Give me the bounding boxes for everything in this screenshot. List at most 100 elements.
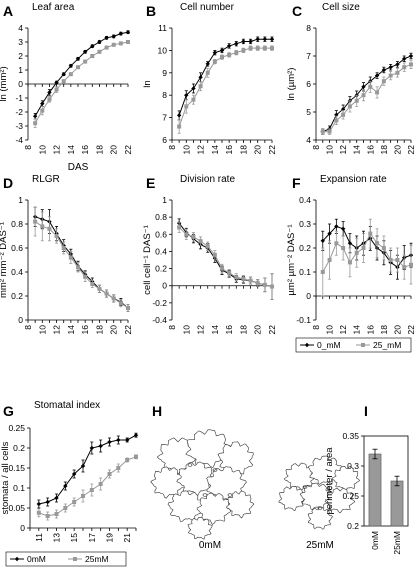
data-point — [76, 65, 80, 70]
data-point — [327, 258, 332, 262]
panel-e: E Division rate-0.4-0.200.20.40.60.818 10 1… — [142, 174, 277, 334]
legend-marker — [304, 342, 310, 348]
series-25mM — [36, 454, 138, 521]
data-point — [354, 98, 359, 103]
data-point — [219, 48, 225, 53]
x-tick-label: 16 — [80, 325, 90, 335]
data-point — [54, 87, 59, 92]
x-tick-label: 14 — [352, 145, 362, 155]
x-tick-label: 12 — [52, 325, 62, 335]
data-point — [234, 41, 239, 46]
panel-letter: C — [292, 3, 302, 19]
x-tick-label: 16 — [80, 145, 90, 155]
data-point — [374, 73, 380, 78]
data-point — [76, 265, 80, 270]
data-point — [83, 59, 88, 64]
y-tick-label: 0.2 — [347, 521, 359, 531]
y-tick-label: 0 — [18, 79, 23, 89]
data-point — [68, 72, 73, 77]
data-point — [320, 270, 325, 274]
series-25_mM — [33, 206, 130, 313]
x-tick-label: 18 — [238, 325, 248, 335]
y-axis-label: ln — [142, 80, 153, 87]
y-axis-label: cell cell⁻¹ DAS⁻¹ — [142, 225, 153, 295]
data-point — [334, 224, 339, 229]
data-point — [90, 282, 95, 286]
data-point — [347, 241, 353, 246]
data-point — [340, 226, 346, 231]
data-point — [97, 39, 102, 45]
legend-label: 0mM — [27, 554, 46, 564]
data-point — [36, 510, 41, 515]
panel-title: Stomatal index — [34, 400, 100, 411]
data-point — [177, 225, 182, 230]
data-point — [124, 437, 130, 443]
series-25_mM — [177, 45, 274, 134]
panel-title: Cell number — [180, 2, 235, 13]
y-tick-label: 11 — [158, 23, 167, 33]
y-tick-label: 0.6 — [155, 229, 167, 239]
legend-marker — [14, 556, 20, 562]
data-point — [83, 274, 88, 279]
stomata-mark — [317, 506, 323, 510]
cell-outline-25mM — [332, 466, 361, 492]
panel-letter: E — [146, 175, 155, 191]
y-tick-label: 0 — [162, 281, 167, 291]
x-tick-label: 12 — [196, 325, 206, 335]
data-point — [402, 56, 407, 61]
bar-25mM — [390, 480, 404, 527]
data-point — [205, 61, 210, 67]
stomata-mark — [227, 493, 233, 497]
data-point — [381, 79, 386, 84]
panel-title: Division rate — [180, 174, 235, 185]
data-point — [116, 466, 121, 470]
data-point — [104, 45, 109, 50]
x-tick-label: 22 — [406, 145, 415, 155]
data-point — [402, 265, 407, 270]
y-tick-label: 0.25 — [8, 423, 25, 433]
legend-box — [5, 551, 127, 567]
series-0mM — [36, 432, 139, 509]
y-axis-label: µm² µm⁻² DAS⁻¹ — [286, 224, 297, 295]
data-point — [54, 512, 59, 516]
y-tick-label: -4 — [15, 135, 23, 145]
data-point — [118, 301, 123, 306]
data-point — [191, 234, 196, 239]
data-point — [71, 471, 77, 477]
y-tick-label: 0.6 — [11, 243, 23, 253]
y-tick-label: 6 — [162, 135, 167, 145]
data-point — [341, 246, 346, 250]
series-0_mM — [320, 218, 414, 280]
y-tick-label: 0 — [306, 291, 311, 301]
data-point — [402, 65, 407, 70]
legend-label: 25_mM — [373, 340, 401, 350]
y-tick-label: 0.1 — [299, 267, 311, 277]
data-point — [54, 80, 59, 85]
data-point — [320, 238, 325, 243]
series-25_mM — [320, 218, 413, 297]
data-point — [125, 458, 130, 462]
data-point — [334, 241, 339, 246]
x-tick-label: 14 — [66, 145, 76, 155]
data-point — [395, 62, 400, 67]
data-point — [72, 500, 77, 504]
stomata-mark — [187, 463, 193, 467]
x-tick-label: 20 — [109, 145, 119, 155]
cell-outline-25mM — [299, 482, 332, 510]
x-tick-label: 14 — [66, 325, 76, 335]
panel-b: B Cell number 6 7 8 9 10 11 8 10 12 14 16 18 20 22 ln — [142, 2, 277, 154]
data-point — [45, 514, 50, 518]
data-point — [118, 41, 123, 46]
y-tick-label: 0.05 — [8, 503, 25, 513]
x-tick-label: 11 — [34, 533, 44, 542]
data-point — [241, 48, 246, 53]
x-tick-label: 22 — [267, 325, 277, 335]
data-point — [40, 108, 45, 113]
data-point — [111, 296, 116, 301]
data-point — [89, 445, 95, 451]
data-point — [90, 44, 95, 49]
x-tick-label: 14 — [210, 145, 220, 155]
x-tick-label: 8 — [167, 145, 177, 150]
data-point — [54, 234, 59, 238]
